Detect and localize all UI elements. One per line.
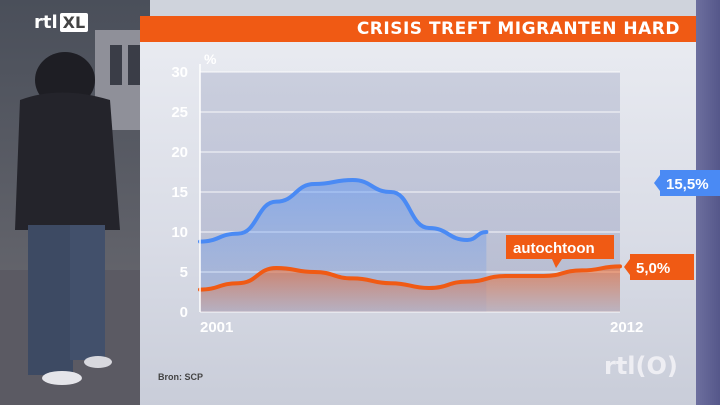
end-value-callout: 15,5%	[654, 170, 720, 196]
y-tick-label: 20	[171, 144, 188, 161]
y-axis: 0 5 10 15 20 25 30	[171, 64, 201, 321]
x-start-label: 2001	[200, 319, 233, 336]
y-tick-label: 30	[171, 64, 188, 81]
series-line	[198, 264, 622, 292]
series-name-text: autochtoon	[513, 240, 595, 257]
rtl-xl-logo: rtl XL	[34, 12, 89, 36]
y-tick-label: 25	[171, 104, 188, 121]
series-name-box	[506, 235, 614, 259]
y-tick-label: 5	[180, 264, 188, 281]
series-labels: 15,5% 5,0% autochtoon	[506, 170, 720, 280]
callout-pointer	[624, 259, 630, 275]
series-line	[198, 177, 489, 244]
callout-box	[660, 170, 720, 196]
y-tick-label: 15	[171, 184, 188, 201]
title-bar: CRISIS TREFT MIGRANTEN HARD	[140, 16, 696, 42]
callout-box	[630, 254, 694, 280]
right-strip	[696, 0, 720, 405]
source-note: Bron: SCP	[158, 372, 203, 382]
series-lines	[198, 177, 622, 292]
y-unit-label: %	[204, 51, 217, 67]
y-tick-label: 10	[171, 224, 188, 241]
series-name-label: autochtoon	[506, 235, 614, 268]
end-value-callout: 5,0%	[624, 254, 694, 280]
rtl-logo: rtl(O)	[604, 352, 678, 380]
x-end-label: 2012	[610, 319, 643, 336]
callout-text: 5,0%	[636, 260, 670, 277]
callout-text: 15,5%	[666, 176, 709, 193]
series-name-pointer	[552, 259, 562, 268]
y-tick-label: 0	[180, 304, 188, 321]
callout-pointer	[654, 175, 660, 191]
chart-title: CRISIS TREFT MIGRANTEN HARD	[356, 19, 680, 39]
